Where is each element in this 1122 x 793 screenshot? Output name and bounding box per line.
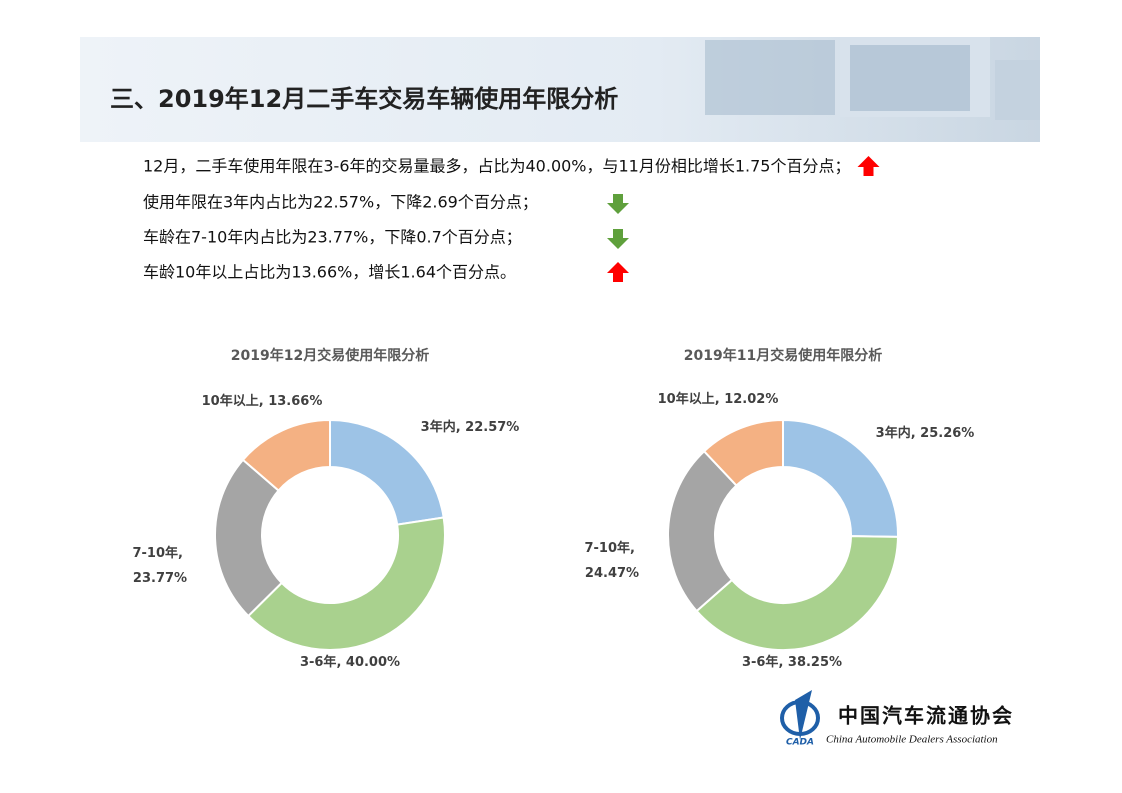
label-separator: , — [630, 541, 639, 556]
donut-slice — [246, 516, 446, 651]
donut-slice — [214, 458, 284, 618]
label-value: 40.00% — [346, 655, 400, 670]
chart-title: 2019年11月交易使用年限分析 — [684, 347, 882, 364]
label-value: 25.26% — [920, 426, 974, 441]
logo-abbr: CADA — [786, 738, 814, 748]
label-separator: , — [911, 426, 920, 441]
data-label: 3年内, 25.26% — [876, 425, 975, 441]
label-value: 38.25% — [788, 655, 842, 670]
label-category: 7-10年 — [132, 545, 178, 561]
label-category: 3年内 — [876, 425, 911, 441]
logo-name-en: China Automobile Dealers Association — [826, 734, 998, 746]
label-separator: , — [336, 655, 345, 670]
data-label: 7-10年, 24.47% — [584, 540, 639, 581]
bullets: 12月，二手车使用年限在3-6年的交易量最多，占比为40.00%，与11月份相比… — [143, 156, 880, 282]
donut-slice — [702, 418, 784, 487]
data-label: 3-6年, 40.00% — [300, 654, 400, 670]
label-separator: , — [778, 655, 787, 670]
label-value: 23.77% — [133, 571, 187, 586]
header-decoration — [705, 37, 1040, 120]
label-separator: , — [456, 420, 465, 435]
logo-name-cn: 中国汽车流通协会 — [838, 704, 1014, 728]
arrow-up — [607, 262, 629, 282]
bullet-text: 车龄10年以上占比为13.66%，增长1.64个百分点。 — [143, 263, 516, 282]
label-separator: , — [715, 392, 724, 407]
label-separator: , — [178, 546, 187, 561]
bullet-text: 12月，二手车使用年限在3-6年的交易量最多，占比为40.00%，与11月份相比… — [143, 157, 851, 176]
logo: CADA 中国汽车流通协会 China Automobile Dealers A… — [780, 690, 1014, 748]
bullet-text: 使用年限在3年内占比为22.57%，下降2.69个百分点； — [143, 193, 538, 212]
arrow-down — [607, 194, 629, 214]
label-value: 12.02% — [724, 392, 778, 407]
data-label: 7-10年, 23.77% — [132, 545, 187, 586]
charts: 2019年12月交易使用年限分析 3年内, 22.57% 3-6年, 40.00% 7… — [132, 347, 974, 670]
label-category: 3-6年 — [300, 654, 337, 670]
label-separator: , — [259, 394, 268, 409]
donut-slice — [782, 418, 899, 538]
bullet-text: 车龄在7-10年内占比为23.77%，下降0.7个百分点； — [143, 228, 522, 247]
header-title: 三、2019年12月二手车交易车辆使用年限分析 — [110, 85, 618, 113]
label-value: 13.66% — [268, 394, 322, 409]
data-label: 3-6年, 38.25% — [742, 654, 842, 670]
donut-slice — [241, 418, 331, 492]
donut-slice — [695, 535, 900, 651]
donut-slice — [329, 418, 445, 526]
arrow-down — [607, 229, 629, 249]
data-label: 10年以上, 13.66% — [202, 393, 323, 409]
label-category: 3年内 — [421, 419, 456, 435]
data-label: 10年以上, 12.02% — [658, 391, 779, 407]
label-category: 3-6年 — [742, 654, 779, 670]
chart-title: 2019年12月交易使用年限分析 — [231, 347, 429, 364]
label-value: 22.57% — [465, 420, 519, 435]
arrow-up — [857, 156, 880, 176]
label-category: 10年以上 — [202, 393, 259, 409]
label-category: 7-10年 — [584, 540, 630, 556]
data-label: 3年内, 22.57% — [421, 419, 520, 435]
label-category: 10年以上 — [658, 391, 715, 407]
label-value: 24.47% — [585, 566, 639, 581]
